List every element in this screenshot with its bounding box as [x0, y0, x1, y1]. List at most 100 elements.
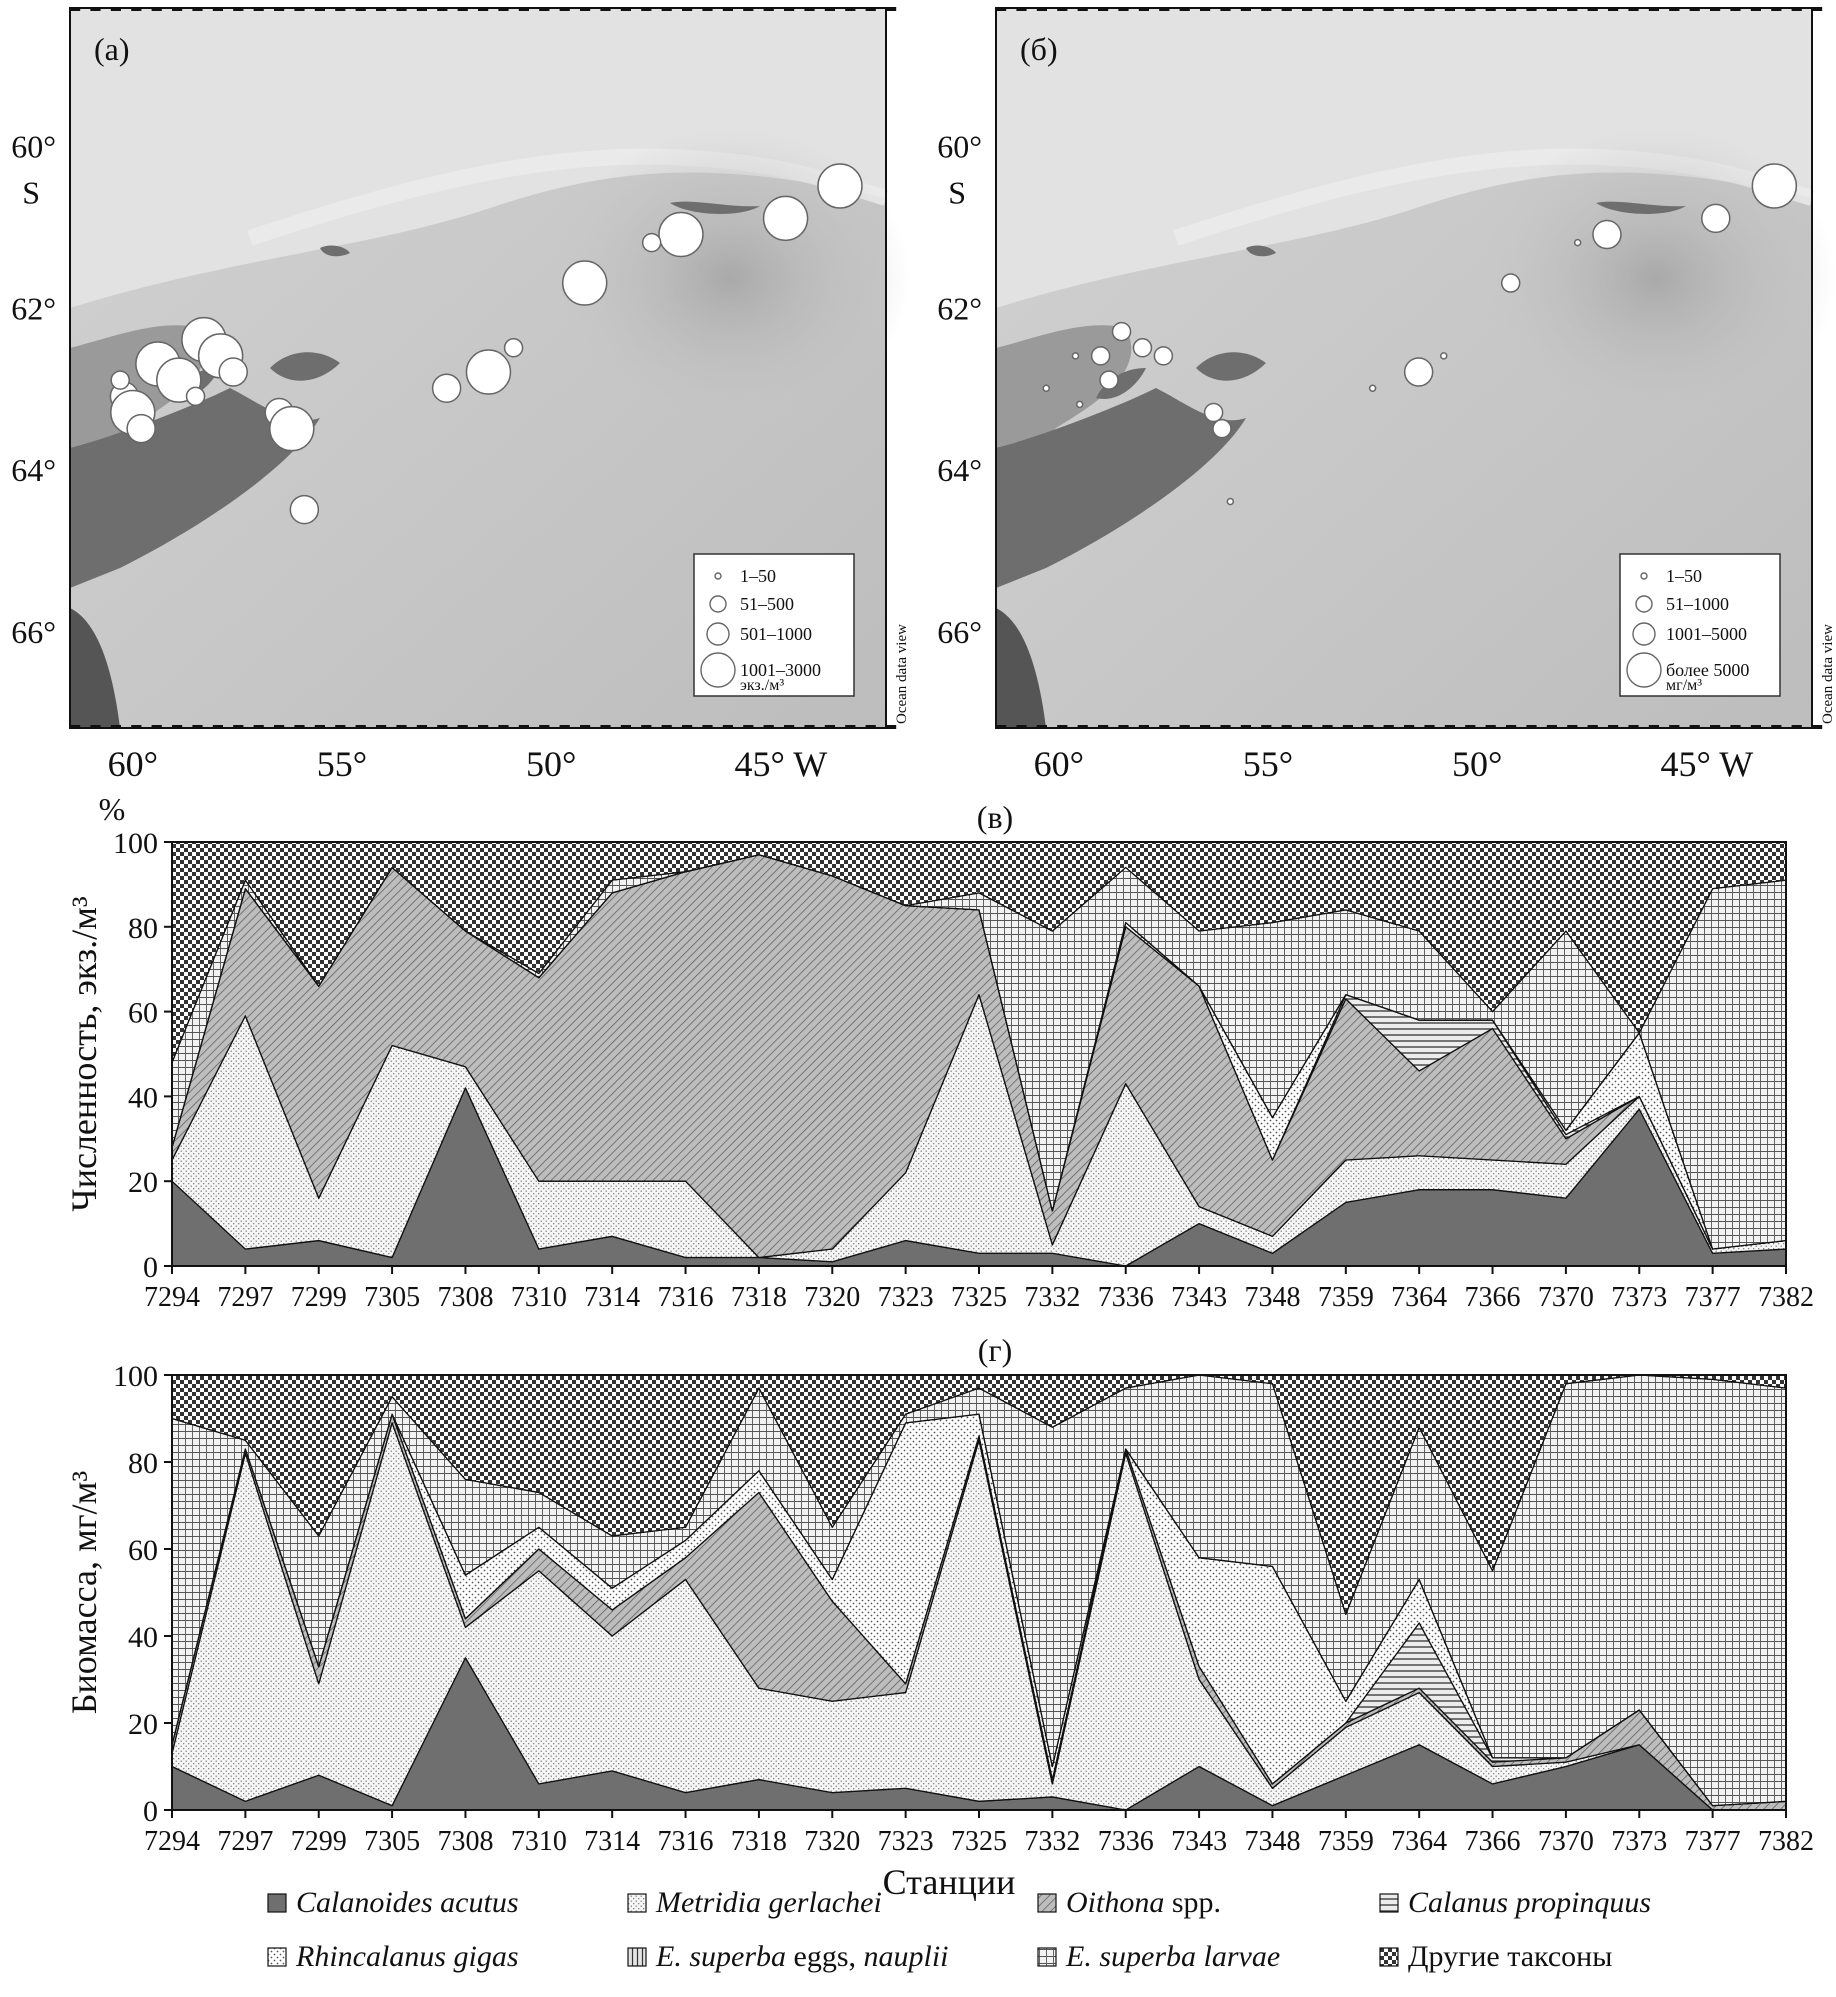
legend-class-label: 51–1000 [1666, 594, 1729, 614]
station-marker [1226, 497, 1235, 506]
lat-label: 64° [11, 452, 56, 488]
frame-tick [1628, 725, 1639, 729]
frame-tick [702, 7, 713, 11]
frame-tick [233, 7, 244, 11]
frame-tick [1648, 7, 1659, 11]
frame-tick [1220, 725, 1231, 729]
y-tick-label: 100 [113, 827, 158, 860]
frame-tick [1240, 7, 1251, 11]
station-marker [1573, 238, 1582, 247]
frame-tick [70, 725, 81, 729]
station-marker [1203, 402, 1224, 423]
lon-label: 60° [1034, 744, 1084, 784]
frame-tick [233, 725, 244, 729]
legend-label: Rhincalanus gigas [295, 1940, 519, 1973]
frame-tick [580, 7, 591, 11]
x-tick-label: 7299 [291, 1282, 347, 1313]
frame-tick [1730, 7, 1741, 11]
map-b-basin [1476, 128, 1836, 428]
frame-tick [784, 7, 795, 11]
x-tick-label: 7308 [437, 1282, 493, 1313]
map-b-peninsula [996, 388, 1246, 588]
frame-tick [1526, 725, 1537, 729]
x-tick-label: 7366 [1465, 1826, 1521, 1857]
frame-tick [355, 725, 366, 729]
legend-circle [714, 572, 722, 580]
station-marker [1592, 219, 1622, 250]
lon-label: 50° [526, 744, 576, 784]
map-b-island-small [1096, 368, 1146, 399]
frame-tick [314, 725, 325, 729]
station-marker [1440, 352, 1448, 360]
lat-label: 66° [11, 614, 56, 650]
map-a-island-south-orkney [320, 245, 350, 257]
watermark: Ocean data view [1820, 624, 1836, 724]
legend-label: Oithona spp. [1066, 1886, 1221, 1919]
legend-circle [1626, 652, 1662, 688]
frame-tick [274, 7, 285, 11]
x-tick-label: 7305 [364, 1282, 420, 1313]
frame-tick [886, 725, 897, 729]
legend-swatch [267, 1947, 287, 1967]
chart-panel-label: (г) [978, 1332, 1012, 1368]
x-tick-label: 7332 [1024, 1826, 1080, 1857]
frame-tick [478, 7, 489, 11]
station-marker [1099, 370, 1119, 390]
x-tick-label: 7318 [731, 1826, 787, 1857]
station-marker [1701, 203, 1731, 234]
x-tick-label: 7359 [1318, 1282, 1374, 1313]
x-tick-label: 7348 [1244, 1826, 1300, 1857]
frame-tick [1689, 725, 1700, 729]
station-marker [1075, 400, 1084, 409]
y-tick-label: 0 [143, 1795, 158, 1828]
x-tick-label: 7373 [1611, 1826, 1667, 1857]
frame-tick [376, 725, 387, 729]
map-panel-label: (б) [1020, 31, 1058, 67]
frame-tick [294, 7, 305, 11]
map-a-basin [550, 128, 910, 428]
lon-label: 45° W [734, 744, 827, 784]
frame-tick [1648, 725, 1659, 729]
frame-tick [437, 725, 448, 729]
frame-tick [1322, 725, 1333, 729]
frame-tick [996, 725, 1007, 729]
frame-tick [1791, 725, 1802, 729]
x-tick-label: 7299 [291, 1826, 347, 1857]
frame-tick [661, 725, 672, 729]
legend-circle [1640, 572, 1648, 580]
frame-tick [1138, 725, 1149, 729]
frame-tick [335, 725, 346, 729]
legend-class-label: 1001–5000 [1666, 624, 1747, 644]
x-tick-label: 7310 [511, 1826, 567, 1857]
frame-tick [518, 725, 529, 729]
x-tick-label: 7336 [1098, 1282, 1154, 1313]
frame-tick [845, 7, 856, 11]
frame-tick [865, 725, 876, 729]
lat-label: 62° [937, 290, 982, 326]
x-tick-label: 7348 [1244, 1282, 1300, 1313]
frame-tick [478, 725, 489, 729]
frame-tick [253, 725, 264, 729]
station-marker [1751, 163, 1798, 209]
frame-tick [1016, 725, 1027, 729]
x-tick-label: 7314 [584, 1826, 640, 1857]
map-b-ice-shelf [996, 608, 1046, 728]
frame-tick [804, 725, 815, 729]
station-marker [110, 370, 130, 390]
frame-tick [518, 7, 529, 11]
x-tick-label: 7316 [658, 1826, 714, 1857]
frame-tick [1812, 7, 1823, 11]
frame-tick [559, 7, 570, 11]
station-marker [817, 163, 863, 209]
lat-label: 60° [11, 129, 56, 165]
station-marker [1153, 346, 1174, 366]
x-tick-label: 7294 [144, 1826, 200, 1857]
frame-tick [1546, 7, 1557, 11]
x-tick-label: 7314 [584, 1282, 640, 1313]
frame-tick [192, 7, 203, 11]
x-tick-label: 7308 [437, 1826, 493, 1857]
x-tick-label: 7377 [1685, 1826, 1741, 1857]
frame-tick [1771, 725, 1782, 729]
frame-tick [110, 7, 121, 11]
y-tick-label: 20 [128, 1708, 158, 1741]
